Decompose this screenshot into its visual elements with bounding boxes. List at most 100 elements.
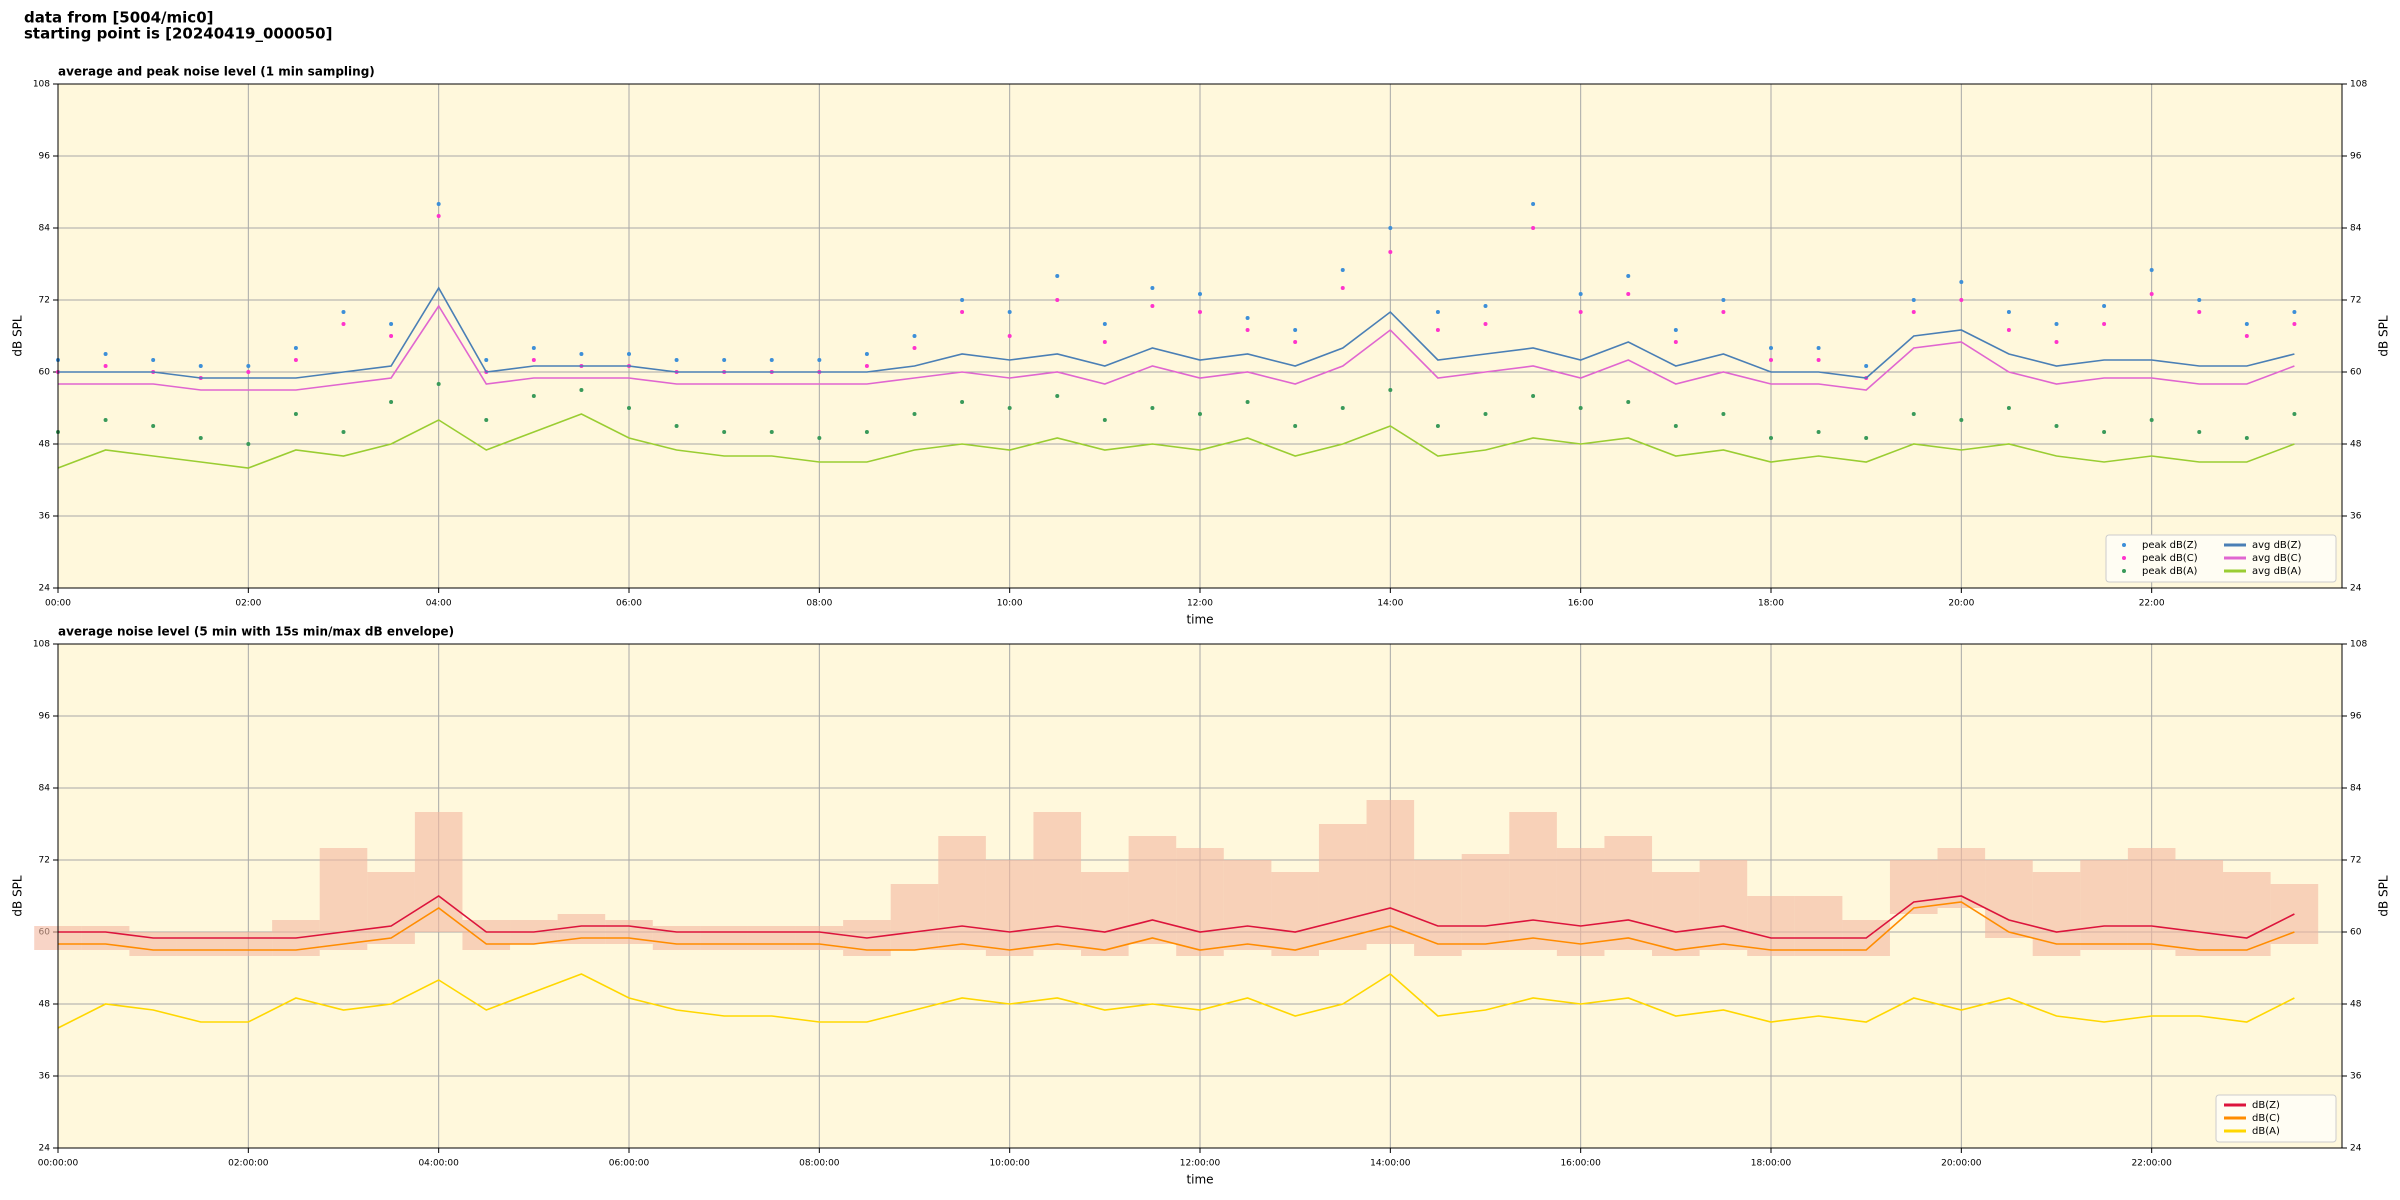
envelope-band: [1699, 860, 1748, 950]
peak-point: [1198, 412, 1202, 416]
peak-point: [389, 322, 394, 326]
y-tick-label: 72: [39, 856, 50, 866]
peak-point: [389, 334, 394, 338]
peak-point: [1626, 292, 1631, 296]
x-tick-label: 00:00: [45, 599, 71, 609]
peak-point: [1198, 310, 1202, 314]
envelope-band: [1747, 896, 1795, 956]
envelope-band: [224, 932, 273, 956]
y-tick-label: 96: [2350, 152, 2362, 162]
y-tick-label: 60: [39, 368, 51, 378]
envelope-band: [2175, 860, 2224, 956]
x-tick-label: 10:00:00: [989, 1159, 1030, 1169]
peak-point: [2149, 418, 2154, 422]
peak-point: [1816, 358, 1821, 362]
x-tick-label: 14:00: [1377, 599, 1403, 609]
peak-point: [103, 352, 108, 356]
peak-point: [151, 358, 156, 362]
peak-point: [1864, 364, 1869, 368]
y-tick-label: 108: [33, 640, 50, 650]
peak-point: [1340, 268, 1345, 272]
envelope-band: [2127, 848, 2176, 950]
y-tick-label: 108: [2350, 80, 2367, 90]
y-tick-label: 96: [2350, 712, 2362, 722]
x-tick-label: 22:00:00: [2131, 1159, 2172, 1169]
legend-label: dB(Z): [2252, 1100, 2280, 1111]
peak-point: [2102, 304, 2107, 308]
peak-point: [198, 364, 203, 368]
peak-point: [912, 334, 917, 338]
header-line: starting point is [20240419_000050]: [24, 25, 332, 43]
peak-point: [1626, 400, 1631, 404]
envelope-band: [1318, 824, 1367, 950]
x-tick-label: 04:00:00: [418, 1159, 459, 1169]
peak-point: [1150, 286, 1155, 290]
y-tick-label: 72: [2350, 296, 2361, 306]
envelope-band: [1985, 860, 2033, 938]
series-line: [57, 973, 2295, 1029]
peak-point: [1388, 250, 1393, 254]
peak-point: [1435, 424, 1440, 428]
legend-label: avg dB(C): [2252, 553, 2302, 564]
y-tick-label: 48: [2350, 1000, 2362, 1010]
peak-point: [960, 298, 965, 302]
envelope-band: [414, 812, 463, 932]
peak-point: [1483, 304, 1488, 308]
x-tick-label: 14:00:00: [1370, 1159, 1411, 1169]
y-tick-label: 24: [39, 584, 51, 594]
peak-point: [1245, 316, 1250, 320]
peak-point: [531, 346, 536, 350]
peak-point: [1673, 328, 1678, 332]
peak-point: [1388, 226, 1393, 230]
peak-point: [1578, 310, 1583, 314]
peak-point: [2244, 334, 2249, 338]
peak-point: [1055, 274, 1060, 278]
peak-point: [293, 346, 298, 350]
y-tick-label: 108: [2350, 640, 2367, 650]
plot-frame: [57, 83, 2343, 589]
peak-point: [674, 424, 679, 428]
legend-label: peak dB(C): [2142, 553, 2198, 564]
peak-point: [436, 214, 441, 218]
y-axis-label: dB SPL: [11, 875, 25, 917]
peak-point: [864, 430, 869, 434]
peak-point: [1435, 328, 1440, 332]
peak-point: [531, 358, 536, 362]
y-tick-label: 48: [39, 1000, 51, 1010]
y-tick-label: 84: [2350, 784, 2362, 794]
peak-point: [864, 364, 869, 368]
peak-point: [2197, 430, 2202, 434]
x-tick-label: 06:00: [616, 599, 642, 609]
peak-point: [531, 394, 536, 398]
y-tick-label: 48: [2350, 440, 2362, 450]
legend-marker: [2122, 569, 2126, 573]
envelope-band: [2080, 860, 2128, 950]
envelope-band: [176, 932, 225, 956]
peak-point: [2006, 310, 2011, 314]
legend-label: avg dB(Z): [2252, 540, 2302, 551]
peak-point: [960, 400, 965, 404]
peak-point: [2006, 406, 2011, 410]
x-tick-label: 18:00: [1758, 599, 1784, 609]
peak-point: [246, 364, 251, 368]
peak-point: [1531, 394, 1536, 398]
x-tick-label: 08:00: [806, 599, 832, 609]
peak-point: [1055, 394, 1060, 398]
y-tick-label: 48: [39, 440, 51, 450]
peak-point: [103, 364, 108, 368]
x-axis-label: time: [1186, 1173, 1213, 1187]
peak-point: [1340, 286, 1345, 290]
peak-point: [912, 346, 917, 350]
y-tick-label: 96: [39, 712, 51, 722]
envelope-band: [700, 926, 748, 950]
legend-label: peak dB(Z): [2142, 540, 2198, 551]
x-tick-label: 06:00:00: [609, 1159, 650, 1169]
x-tick-label: 08:00:00: [799, 1159, 840, 1169]
envelope-band: [1271, 872, 1319, 956]
peak-point: [2244, 322, 2249, 326]
peak-point: [2102, 322, 2107, 326]
peak-point: [1483, 412, 1488, 416]
peak-point: [103, 418, 108, 422]
envelope-band: [1652, 872, 1700, 956]
